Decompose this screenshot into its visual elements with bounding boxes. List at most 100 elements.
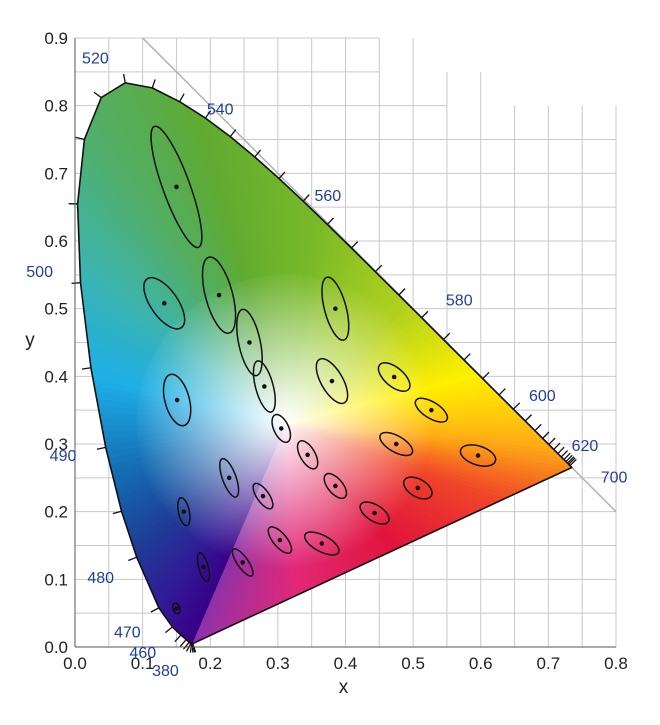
ellipse-outline (236, 308, 263, 377)
locus-tick (174, 634, 182, 643)
ellipse-center-dot (319, 541, 325, 546)
locus-tick (421, 310, 429, 319)
ellipse-outline (231, 548, 254, 577)
y-tick-label: 0.5 (44, 300, 68, 319)
locus-tick (567, 456, 575, 464)
y-tick-label: 0.7 (44, 164, 68, 183)
ellipse-center-dot (277, 537, 283, 543)
x-tick-label: 0.5 (401, 654, 425, 673)
ellipse-center-dot (247, 340, 252, 345)
ellipse-outline (323, 472, 348, 500)
wavelength-label: 580 (446, 292, 473, 309)
locus-tick (278, 171, 286, 179)
ellipse-center-dot (278, 426, 284, 431)
ellipse-outline (359, 501, 390, 525)
ellipse-center-dot (174, 397, 180, 403)
ellipse-outline (315, 357, 349, 405)
ellipse-outline (252, 482, 274, 510)
x-axis-label: x (339, 677, 349, 698)
macadam-ellipse (252, 482, 274, 510)
locus-tick (326, 217, 335, 225)
macadam-ellipse (315, 357, 349, 405)
ellipse-outline (201, 256, 237, 334)
y-tick-label: 0.1 (44, 570, 68, 589)
y-tick-label: 0.3 (44, 435, 68, 454)
locus-tick (350, 241, 359, 249)
wavelength-label: 520 (82, 50, 109, 67)
x-tick-label: 0.4 (334, 654, 358, 673)
wavelength-label: 500 (26, 264, 53, 281)
macadam-ellipse (377, 362, 411, 392)
locus-tick (75, 136, 85, 140)
locus-tick (565, 454, 573, 463)
white-point-glow (136, 274, 437, 575)
x-tick-label: 0.7 (537, 654, 561, 673)
ellipse-center-dot (174, 184, 179, 190)
locus-tick (204, 110, 212, 119)
macadam-ellipse (459, 444, 497, 467)
locus-tick (122, 73, 126, 83)
ellipse-outline (414, 397, 449, 423)
locus-tick (442, 332, 451, 340)
macadam-ellipse (267, 526, 293, 555)
ellipse-outline (143, 276, 186, 330)
ellipse-center-dot (260, 493, 266, 499)
ellipse-outline (296, 440, 319, 470)
ellipse-center-dot (174, 606, 179, 611)
ellipse-center-dot (372, 510, 377, 516)
ellipse-outline (271, 413, 292, 444)
x-tick-label: 0.2 (198, 654, 222, 673)
locus-tick (569, 458, 577, 467)
locus-tick (568, 457, 576, 465)
ellipse-outline (267, 526, 293, 555)
macadam-ellipse (402, 476, 433, 500)
wavelength-label: 380 (152, 663, 179, 680)
chromaticity-fill (77, 82, 572, 644)
locus-tick (374, 264, 383, 273)
ellipse-center-dot (262, 384, 267, 389)
ellipse-center-dot (475, 453, 481, 458)
ellipse-center-dot (161, 300, 167, 306)
ellipse-center-dot (329, 378, 335, 384)
axes: 0.0 0.1 0.2 0.3 0.4 0.5 0.6 0.7 0.8 0.0 0.1 0.2 0.3 0… (25, 29, 628, 698)
y-tick-label: 0.6 (44, 232, 68, 251)
wavelength-label: 470 (114, 625, 141, 642)
macadam-ellipse (219, 457, 240, 498)
locus-tick (112, 510, 122, 515)
locus-tick (524, 414, 533, 422)
locus-tick (534, 423, 542, 432)
macadam-ellipse (150, 125, 203, 249)
spectral-locus (68, 73, 577, 653)
locus-tick (302, 194, 310, 202)
x-tick-label: 0.0 (63, 654, 87, 673)
locus-tick (512, 402, 521, 410)
macadam-ellipse (172, 602, 181, 615)
locus-tick (179, 93, 185, 102)
locus-tick (182, 641, 190, 650)
macadam-ellipse (177, 496, 191, 527)
locus-tick (71, 282, 81, 285)
macadam-ellipse (196, 551, 211, 583)
ellipse-center-dot (333, 306, 338, 311)
ellipse-outline (177, 496, 191, 527)
x-tick-label: 0.3 (266, 654, 290, 673)
macadam-ellipse (379, 431, 414, 457)
macadam-ellipses (143, 125, 497, 615)
ellipse-outline (252, 360, 276, 413)
ellipse-outline (379, 431, 414, 457)
y-tick-label: 0.4 (44, 367, 68, 386)
macadam-ellipse (414, 397, 449, 423)
macadam-ellipse (359, 501, 390, 525)
macadam-ellipse (296, 440, 319, 470)
ellipse-center-dot (393, 441, 399, 447)
macadam-ellipse (162, 373, 192, 427)
macadam-ellipse (323, 472, 348, 500)
gamut-color-fill (77, 82, 572, 644)
locus-tick (542, 431, 550, 439)
locus-tick (93, 91, 102, 99)
locus-tick (151, 79, 156, 89)
locus-tick (254, 149, 262, 158)
ellipse-outline (459, 444, 497, 467)
